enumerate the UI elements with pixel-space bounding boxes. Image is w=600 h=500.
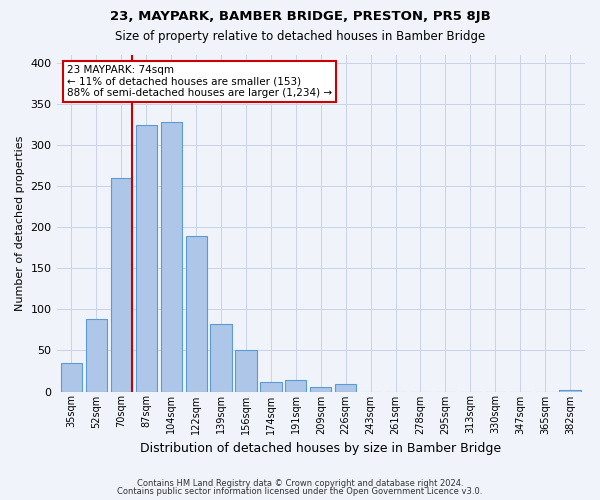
X-axis label: Distribution of detached houses by size in Bamber Bridge: Distribution of detached houses by size … (140, 442, 502, 455)
Bar (185, 236, 207, 392)
Bar (61, 363, 82, 392)
Text: 23 MAYPARK: 74sqm
← 11% of detached houses are smaller (153)
88% of semi-detache: 23 MAYPARK: 74sqm ← 11% of detached hous… (67, 65, 332, 98)
Bar (86, 320, 107, 392)
Bar (161, 122, 182, 392)
Bar (260, 382, 281, 392)
Text: Size of property relative to detached houses in Bamber Bridge: Size of property relative to detached ho… (115, 30, 485, 43)
Bar (285, 380, 307, 392)
Text: Contains public sector information licensed under the Open Government Licence v3: Contains public sector information licen… (118, 487, 482, 496)
Text: 23, MAYPARK, BAMBER BRIDGE, PRESTON, PR5 8JB: 23, MAYPARK, BAMBER BRIDGE, PRESTON, PR5… (110, 10, 490, 23)
Bar (559, 390, 581, 392)
Bar (235, 350, 257, 392)
Text: Contains HM Land Registry data © Crown copyright and database right 2024.: Contains HM Land Registry data © Crown c… (137, 478, 463, 488)
Bar (335, 384, 356, 392)
Bar (111, 178, 132, 392)
Bar (211, 324, 232, 392)
Bar (310, 386, 331, 392)
Y-axis label: Number of detached properties: Number of detached properties (15, 136, 25, 311)
Bar (136, 125, 157, 392)
